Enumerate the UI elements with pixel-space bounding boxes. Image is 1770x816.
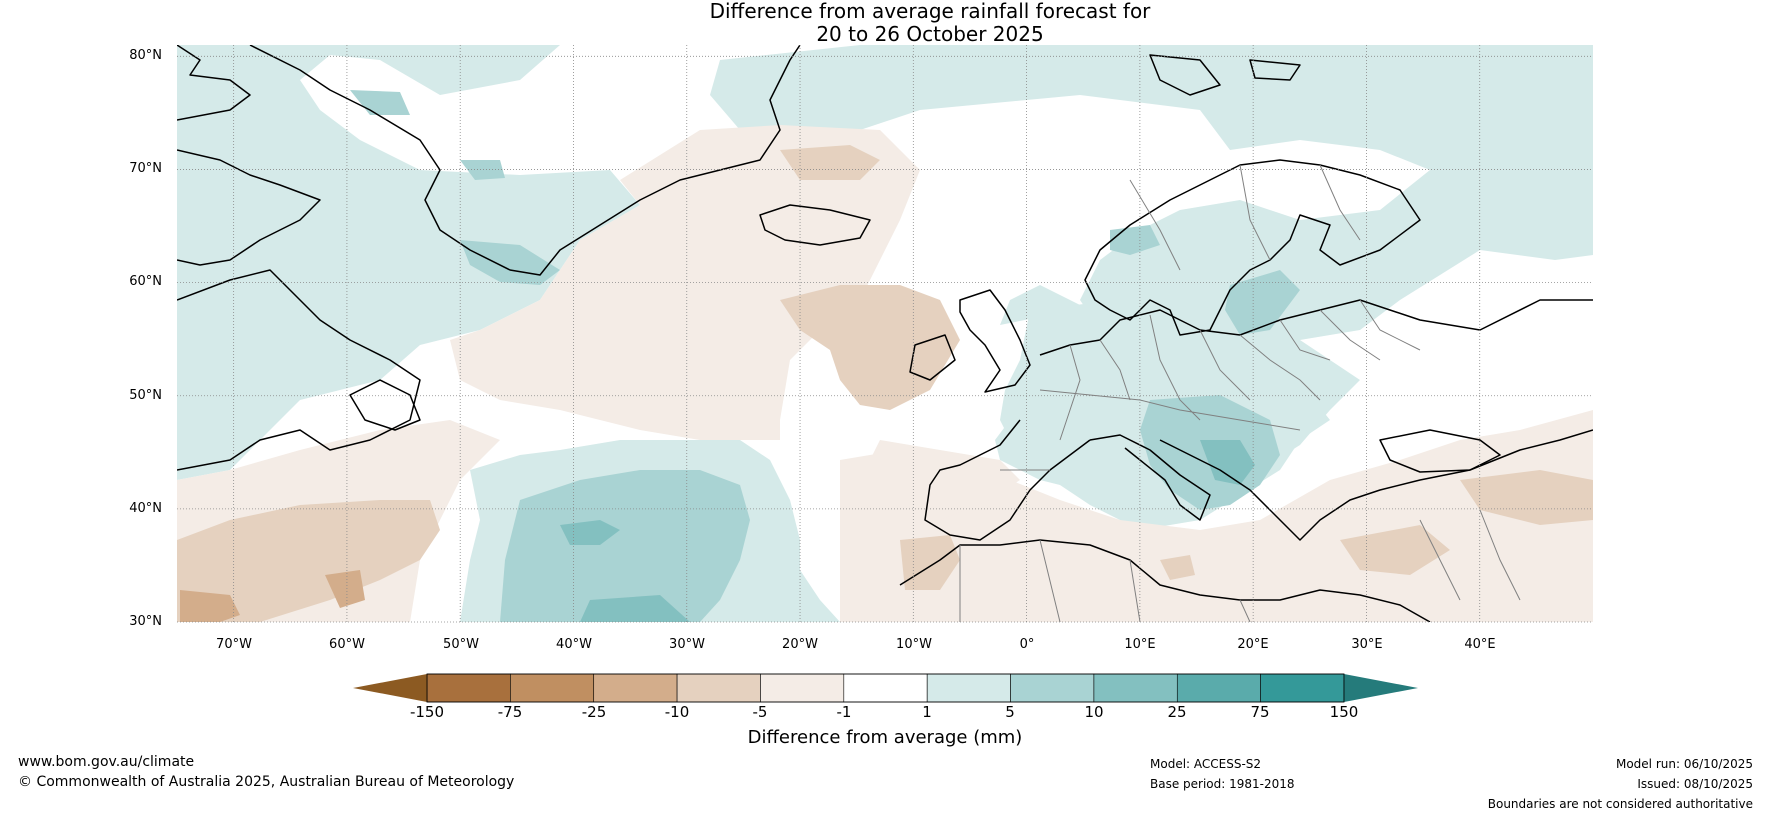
lon-label-0: 0° [1019,637,1035,652]
graticule [177,45,1593,623]
colorbar-bin [1176,673,1261,703]
lon-label-10w: 10°W [896,637,932,652]
region-arctic-wet [710,45,1593,520]
region-iberia-dry [860,440,1020,540]
footer-model-run: Model run: 06/10/2025 [1615,757,1753,771]
lat-label-50n: 50°N [129,388,162,403]
colorbar-tick-label: -150 [409,703,445,721]
country-borders [959,164,1521,622]
positive-anomaly-regions [177,45,1593,622]
region-subtropical-wet-moderate [500,470,750,622]
colorbar-tick-label: -75 [497,703,523,721]
title-line-2: 20 to 26 October 2025 [816,22,1044,46]
colorbar-bin [926,673,1011,703]
coastline-labrador [177,269,421,471]
colorbar-tick-label: 5 [1005,703,1015,721]
lon-label-70w: 70°W [216,637,252,652]
colorbar-tick-label: 150 [1329,703,1359,721]
lat-label-60n: 60°N [129,274,162,289]
lon-label-50w: 50°W [443,637,479,652]
lon-label-30e: 30°E [1351,637,1383,652]
colorbar-bin [1093,673,1178,703]
lon-label-40w: 40°W [556,637,592,652]
colorbar-bin [676,673,761,703]
coastlines [177,45,1593,622]
footer-issued: Issued: 08/10/2025 [1637,777,1753,791]
colorbar-tick-label: 25 [1167,703,1187,721]
coastline-british-isles [909,289,1031,393]
colorbar-bin [1010,673,1095,703]
coastline-greenland [249,45,801,276]
colorbar-tick-label: -1 [836,703,852,721]
footer-model: Model: ACCESS-S2 [1150,757,1262,771]
lat-label-30n: 30°N [129,614,162,629]
region-uk-atlantic-dry-moderate [780,285,960,410]
coastline-north-america [177,45,251,121]
region-sw-atlantic-dry-strong [180,570,365,622]
region-scandinavia-wet-moderate [1110,225,1300,335]
colorbar-extend-low [353,674,427,702]
footer-disclaimer: Boundaries are not considered authoritat… [1487,797,1753,811]
coastline-scandinavia [1084,159,1421,336]
footer-website: www.bom.gov.au/climate [18,754,195,770]
region-eastern-med-dry-moderate [1160,470,1593,580]
colorbar-bin [510,673,595,703]
colorbar-bin [593,673,678,703]
colorbar-bin [843,673,928,703]
colorbar-tick-label: 75 [1250,703,1270,721]
coastline-iceland [759,204,871,246]
region-subtropical-wet-strong [560,520,690,622]
region-balkans-wet-strong [1200,440,1255,485]
coastline-baffin-island [177,149,321,266]
lat-label-80n: 80°N [129,48,162,63]
region-north-atlantic-wet [177,45,640,480]
colorbar [353,673,1418,703]
colorbar-bin [1260,673,1345,703]
map-panel [177,45,1593,622]
lon-label-20w: 20°W [782,637,818,652]
colorbar-title: Difference from average (mm) [747,727,1023,748]
colorbar-outline [426,673,1345,703]
lon-label-60w: 60°W [329,637,365,652]
footer-base-period: Base period: 1981-2018 [1150,777,1295,791]
border-lines-europe [1000,164,1421,471]
colorbar-bin [426,673,511,703]
colorbar-extend-high [1344,674,1418,702]
lon-label-40e: 40°E [1464,637,1496,652]
coastline-continental-europe [1039,299,1593,356]
lon-label-30w: 30°W [669,637,705,652]
lat-label-40n: 40°N [129,501,162,516]
region-irminger-dry-moderate [780,145,880,180]
lon-label-20e: 20°E [1237,637,1269,652]
title-line-1: Difference from average rainfall forecas… [709,0,1151,23]
colorbar-tick-label: 1 [922,703,932,721]
border-lines-africa-mideast [959,509,1521,622]
region-greenland-wet-moderate [350,90,560,285]
lon-label-10e: 10°E [1124,637,1156,652]
coastline-italy-balkans [1089,429,1593,541]
negative-anomaly-regions [177,125,1593,622]
colorbar-tick-label: 10 [1084,703,1104,721]
colorbar-bin [760,673,845,703]
coastline-north-africa [899,539,1431,622]
colorbar-tick-label: -10 [664,703,690,721]
colorbar-tick-label: -5 [752,703,768,721]
map-title: Difference from average rainfall forecas… [0,0,1770,46]
coastline-black-sea [1379,429,1501,473]
lat-label-70n: 70°N [129,161,162,176]
coastline-newfoundland [349,379,421,431]
colorbar-tick-label: -25 [581,703,607,721]
footer-copyright: © Commonwealth of Australia 2025, Austra… [18,774,515,790]
region-sw-atlantic-dry-moderate [177,500,440,622]
